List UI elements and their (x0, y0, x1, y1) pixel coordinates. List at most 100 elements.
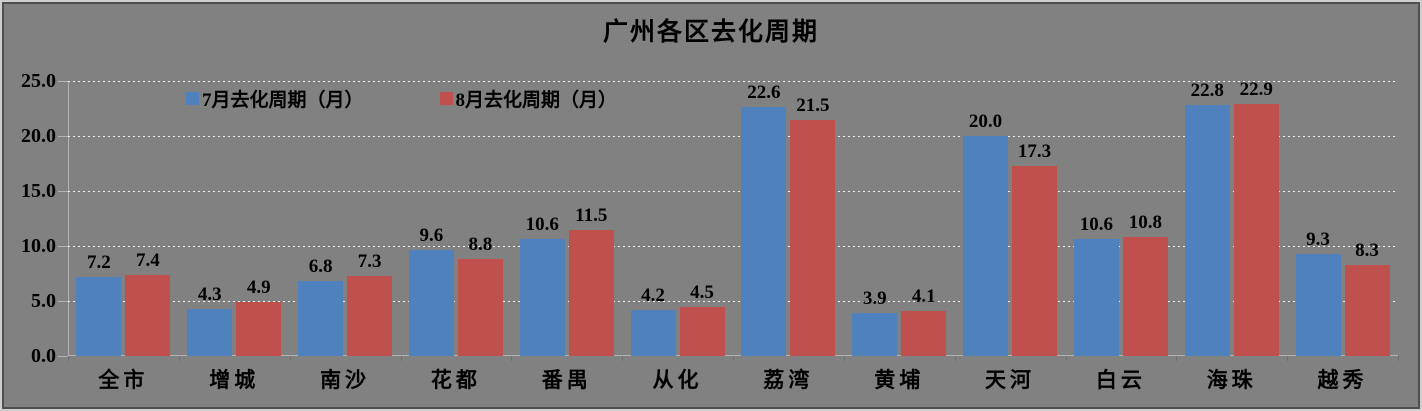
bar-group: 7.2 7.4 (68, 81, 179, 356)
x-axis-tick (400, 356, 402, 361)
bar-group: 4.2 4.5 (622, 81, 733, 356)
x-axis-label: 花都 (430, 368, 481, 392)
bar-august[interactable]: 7.3 (347, 251, 393, 356)
bar-july[interactable]: 4.2 (630, 285, 676, 356)
bar-july[interactable]: 3.9 (852, 288, 898, 356)
bar-value-label: 20.0 (968, 111, 1003, 132)
bar-value-label: 9.3 (1306, 228, 1330, 250)
y-axis-tick (58, 246, 68, 247)
x-axis-label: 白云 (1095, 368, 1146, 392)
x-axis-line (68, 355, 1398, 356)
legend-swatch-july-icon (186, 91, 199, 105)
bar-value-label: 11.5 (575, 204, 608, 226)
bar-value-label: 8.3 (1355, 239, 1379, 261)
x-axis-label: 增城 (209, 368, 260, 392)
y-axis-tick-label: 0.0 (31, 345, 56, 367)
bar-august[interactable]: 7.4 (125, 250, 171, 356)
bar-july[interactable]: 22.6 (741, 82, 787, 356)
bar-july[interactable]: 6.8 (298, 256, 344, 356)
x-axis-tick (1398, 356, 1399, 361)
bar-value-label: 22.9 (1239, 79, 1273, 101)
bar-august[interactable]: 4.5 (679, 282, 725, 356)
bar-value-label: 10.6 (1079, 214, 1113, 236)
bar-july[interactable]: 22.8 (1184, 80, 1230, 356)
bar-august[interactable]: 4.9 (236, 277, 282, 356)
bar-group: 4.3 4.9 (179, 81, 290, 356)
bar-value-label: 21.5 (796, 94, 830, 116)
bar-value-label: 8.8 (468, 234, 493, 256)
legend-label-august: 8月去化周期（月） (455, 89, 618, 111)
x-axis-tick (622, 356, 624, 361)
bar-july[interactable]: 4.3 (187, 284, 233, 356)
bar-value-label: 17.3 (1017, 140, 1052, 162)
x-axis-label: 从化 (652, 368, 703, 392)
bar-august[interactable]: 17.3 (1012, 141, 1058, 356)
y-gridline (68, 136, 1398, 137)
bar-july[interactable]: 7.2 (76, 252, 122, 356)
bar-july[interactable]: 10.6 (1073, 214, 1119, 356)
x-axis-label: 天河 (985, 368, 1036, 392)
legend-label-july: 7月去化周期（月） (202, 89, 364, 111)
x-axis-label: 海珠 (1206, 368, 1257, 392)
x-axis-label: 南沙 (320, 368, 371, 392)
bar-august[interactable]: 21.5 (790, 95, 836, 356)
x-axis-tick (733, 356, 734, 361)
bar-value-label: 10.8 (1128, 212, 1162, 234)
x-axis-label: 越秀 (1317, 368, 1368, 392)
x-axis-tick (68, 356, 69, 361)
y-axis-tick-label: 20.0 (21, 125, 56, 147)
bar-group: 9.6 8.8 (400, 81, 511, 356)
bar-august[interactable]: 4.1 (901, 286, 947, 356)
bar-july[interactable]: 20.0 (963, 111, 1009, 356)
y-axis-tick (58, 136, 68, 137)
y-gridline (68, 191, 1398, 192)
bar-group: 20.0 17.3 (955, 81, 1066, 356)
bar-group: 3.9 4.1 (844, 81, 955, 356)
plot-area: 7.2 7.4 4.3 4.9 6.8 7.3 9.6 8.8 10.6 11.5 4.2 4.5 22… (68, 79, 1398, 356)
x-axis-tick (289, 356, 291, 361)
y-axis-tick (58, 191, 68, 192)
bar-july[interactable]: 9.6 (408, 225, 454, 356)
bar-value-label: 22.6 (747, 82, 781, 104)
y-gridline (68, 301, 1398, 302)
legend-item-july[interactable]: 7月去化周期（月） (186, 85, 364, 112)
y-axis-tick (58, 81, 68, 82)
bar-value-label: 22.8 (1190, 80, 1224, 102)
x-axis-tick (1176, 356, 1178, 361)
bar-group: 22.8 22.9 (1176, 79, 1287, 356)
y-axis-tick-label: 25.0 (21, 70, 56, 92)
x-axis-tick (511, 356, 513, 361)
bar-august[interactable]: 10.8 (1122, 212, 1168, 356)
x-axis-label: 黄埔 (874, 368, 925, 392)
y-axis-tick-label: 5.0 (31, 290, 56, 312)
bar-value-label: 4.1 (911, 285, 936, 307)
legend-item-august[interactable]: 8月去化周期（月） (439, 85, 618, 112)
bar-july[interactable]: 10.6 (519, 214, 565, 356)
y-axis-tick-label: 15.0 (21, 180, 56, 202)
x-axis-labels: 全市 增城 南沙 花都 番禺 从化 荔湾 黄埔 天河 白云 海珠 越秀 (68, 364, 1398, 394)
y-gridline (68, 246, 1398, 247)
bar-august[interactable]: 8.8 (457, 234, 503, 356)
y-axis-tick (58, 301, 68, 302)
y-axis-tick-label: 10.0 (21, 235, 56, 257)
x-axis-tick (1065, 356, 1067, 361)
bar-august[interactable]: 8.3 (1344, 240, 1390, 356)
x-axis-label: 番禺 (541, 368, 592, 392)
bar-value-label: 4.3 (197, 283, 222, 305)
bar-august[interactable]: 11.5 (568, 205, 614, 356)
bar-august[interactable]: 22.9 (1233, 79, 1279, 356)
bar-group: 9.3 8.3 (1287, 81, 1398, 356)
chart-legend: 7月去化周期（月） 8月去化周期（月） (186, 85, 617, 111)
x-axis-tick (1287, 356, 1289, 361)
bar-group: 10.6 11.5 (511, 81, 622, 356)
x-axis-tick (954, 356, 956, 361)
bar-july[interactable]: 9.3 (1295, 229, 1341, 356)
y-gridline (68, 81, 1398, 82)
bar-group: 6.8 7.3 (290, 81, 401, 356)
bar-value-label: 7.3 (357, 250, 382, 272)
bar-value-label: 7.2 (87, 251, 111, 273)
bar-value-label: 4.9 (246, 277, 271, 299)
x-axis-label: 全市 (98, 368, 149, 392)
bar-value-label: 3.9 (862, 288, 887, 310)
